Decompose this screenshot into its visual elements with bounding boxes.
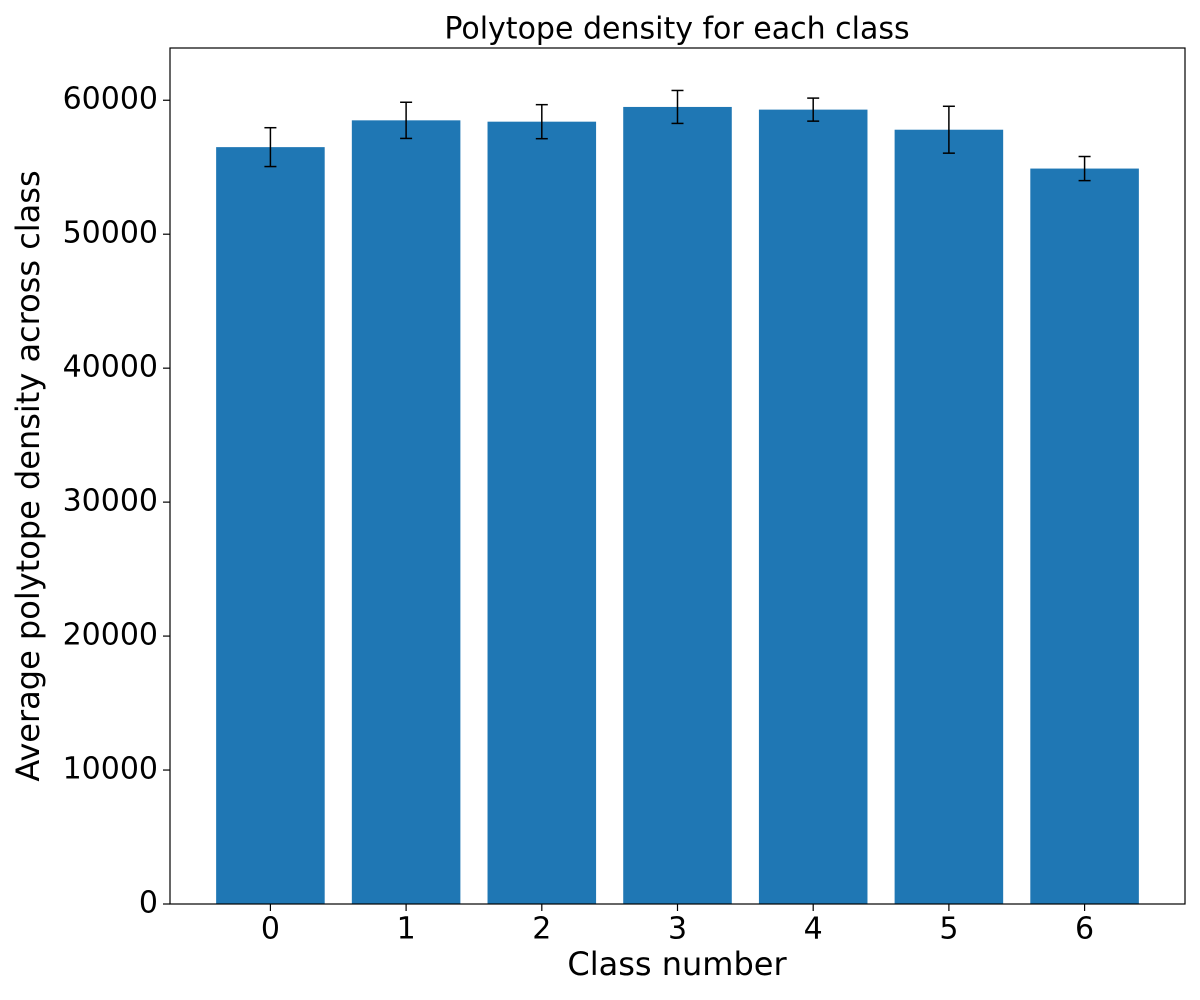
y-tick-label: 40000 bbox=[63, 350, 158, 385]
bar bbox=[894, 129, 1004, 904]
bar bbox=[1030, 168, 1139, 905]
error-bar bbox=[807, 97, 820, 122]
bar bbox=[351, 120, 461, 905]
y-tick-label: 0 bbox=[139, 886, 158, 921]
x-tick-label: 2 bbox=[532, 912, 551, 947]
x-tick-label: 1 bbox=[397, 912, 416, 947]
x-tick-label: 0 bbox=[261, 912, 280, 947]
x-tick-label: 4 bbox=[804, 912, 823, 947]
bar bbox=[623, 106, 732, 905]
y-tick-label: 50000 bbox=[63, 216, 158, 251]
error-bar bbox=[942, 105, 955, 154]
plot-frame bbox=[169, 47, 1186, 905]
y-tick-label: 20000 bbox=[63, 618, 158, 653]
x-tick-label: 6 bbox=[1075, 912, 1094, 947]
error-bar bbox=[264, 126, 277, 168]
bar bbox=[487, 121, 597, 905]
x-tick-label: 3 bbox=[668, 912, 687, 947]
chart-title: Polytope density for each class bbox=[444, 12, 909, 47]
x-tick-label: 5 bbox=[939, 912, 958, 947]
x-axis-label: Class number bbox=[567, 945, 787, 983]
error-bar bbox=[1078, 155, 1091, 182]
error-bar bbox=[535, 103, 548, 140]
bar bbox=[216, 147, 325, 904]
y-axis-label: Average polytope density across class bbox=[9, 170, 47, 781]
y-tick-label: 60000 bbox=[63, 82, 158, 117]
y-tick-label: 30000 bbox=[63, 484, 158, 519]
error-bar bbox=[400, 101, 413, 140]
bar bbox=[758, 109, 868, 905]
error-bar bbox=[671, 89, 684, 125]
y-tick-label: 10000 bbox=[63, 752, 158, 787]
